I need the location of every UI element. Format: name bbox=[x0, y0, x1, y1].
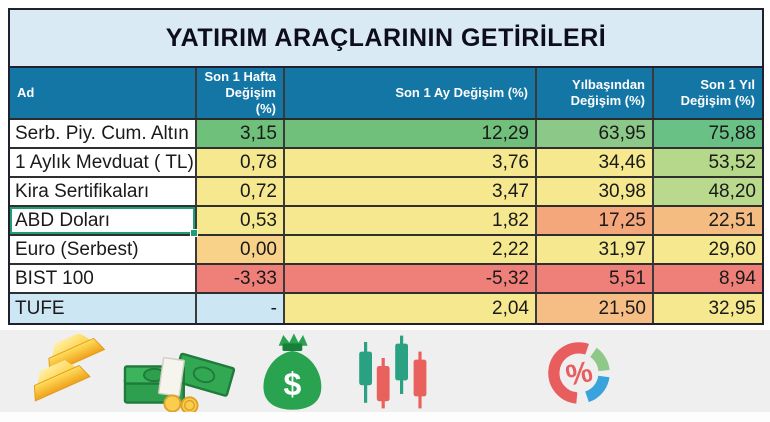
row-name-cell[interactable]: BIST 100 bbox=[10, 265, 197, 294]
value-cell[interactable]: - bbox=[197, 294, 285, 323]
column-header-ytd[interactable]: Yılbaşından Değişim (%) bbox=[537, 68, 654, 118]
table-row: 1 Aylık Mevduat ( TL) 0,78 3,76 34,46 53,52 bbox=[10, 149, 762, 178]
column-header-month[interactable]: Son 1 Ay Değişim (%) bbox=[285, 68, 537, 118]
page-title: YATIRIM ARAÇLARININ GETİRİLERİ bbox=[165, 23, 607, 52]
svg-text:%: % bbox=[563, 355, 595, 393]
value-cell[interactable]: 48,20 bbox=[654, 178, 762, 207]
table-row: TUFE -2,04 21,50 32,95 bbox=[10, 294, 762, 323]
table-row: Serb. Piy. Cum. Altın 3,15 12,29 63,95 75,88 bbox=[10, 120, 762, 149]
table-row: Euro (Serbest) 0,00 2,22 31,97 29,60 bbox=[10, 236, 762, 265]
table-row: ABD Doları 0,53 1,82 17,25 22,51 bbox=[10, 207, 762, 237]
row-name-cell[interactable]: Kira Sertifikaları bbox=[10, 178, 197, 207]
column-header-ad[interactable]: Ad bbox=[10, 68, 197, 118]
value-cell[interactable]: 3,47 bbox=[285, 178, 537, 207]
row-name-cell[interactable]: TUFE bbox=[10, 294, 197, 323]
value-cell[interactable]: -5,32 bbox=[285, 265, 537, 294]
table-title-bar: YATIRIM ARAÇLARININ GETİRİLERİ bbox=[10, 10, 762, 68]
value-cell[interactable]: 21,50 bbox=[537, 294, 654, 323]
gold-bars-icon bbox=[12, 334, 112, 412]
row-name-cell[interactable]: Serb. Piy. Cum. Altın bbox=[10, 120, 197, 149]
value-cell[interactable]: 75,88 bbox=[654, 120, 762, 149]
value-cell[interactable]: 0,78 bbox=[197, 149, 285, 178]
money-bag-icon: $ bbox=[250, 332, 334, 412]
row-name-cell[interactable]: Euro (Serbest) bbox=[10, 236, 197, 265]
value-cell[interactable]: 29,60 bbox=[654, 236, 762, 265]
cash-stack-icon bbox=[122, 338, 238, 412]
value-cell[interactable]: 53,52 bbox=[654, 149, 762, 178]
value-cell[interactable]: -3,33 bbox=[197, 265, 285, 294]
column-header-week[interactable]: Son 1 Hafta Değişim (%) bbox=[197, 68, 285, 118]
row-name-cell[interactable]: 1 Aylık Mevduat ( TL) bbox=[10, 149, 197, 178]
value-cell[interactable]: 12,29 bbox=[285, 120, 537, 149]
column-header-year[interactable]: Son 1 Yıl Değişim (%) bbox=[680, 76, 755, 108]
value-cell[interactable]: 31,97 bbox=[537, 236, 654, 265]
icon-strip: $ % bbox=[0, 330, 770, 412]
row-name-cell[interactable]: ABD Doları bbox=[10, 207, 198, 237]
value-cell[interactable]: 30,98 bbox=[537, 178, 654, 207]
value-cell[interactable]: 0,53 bbox=[197, 207, 285, 236]
table-row: Kira Sertifikaları 0,72 3,47 30,98 48,20 bbox=[10, 178, 762, 207]
value-cell[interactable]: 0,72 bbox=[197, 178, 285, 207]
candlestick-chart-icon bbox=[350, 334, 442, 410]
returns-table: YATIRIM ARAÇLARININ GETİRİLERİ Ad Son 1 … bbox=[8, 8, 764, 325]
value-cell[interactable]: 63,95 bbox=[537, 120, 654, 149]
value-cell[interactable]: 32,95 bbox=[654, 294, 762, 323]
table-row: BIST 100 -3,33 -5,32 5,51 8,94 bbox=[10, 265, 762, 294]
value-cell[interactable]: 34,46 bbox=[537, 149, 654, 178]
value-cell[interactable]: 22,51 bbox=[654, 207, 762, 236]
table-body: Serb. Piy. Cum. Altın 3,15 12,29 63,95 75,88… bbox=[10, 120, 762, 323]
table-header-row: Ad Son 1 Hafta Değişim (%) Son 1 Ay Deği… bbox=[10, 68, 762, 120]
value-cell[interactable]: 3,15 bbox=[197, 120, 285, 149]
svg-text:$: $ bbox=[283, 366, 301, 402]
value-cell[interactable]: 5,51 bbox=[537, 265, 654, 294]
value-cell[interactable]: 8,94 bbox=[654, 265, 762, 294]
value-cell[interactable]: 1,82 bbox=[285, 207, 537, 236]
bottom-margin bbox=[0, 412, 770, 422]
value-cell[interactable]: 2,04 bbox=[285, 294, 537, 323]
value-cell[interactable]: 3,76 bbox=[285, 149, 537, 178]
value-cell[interactable]: 17,25 bbox=[537, 207, 654, 236]
value-cell[interactable]: 2,22 bbox=[285, 236, 537, 265]
value-cell[interactable]: 0,00 bbox=[197, 236, 285, 265]
percent-donut-icon: % bbox=[538, 334, 620, 412]
